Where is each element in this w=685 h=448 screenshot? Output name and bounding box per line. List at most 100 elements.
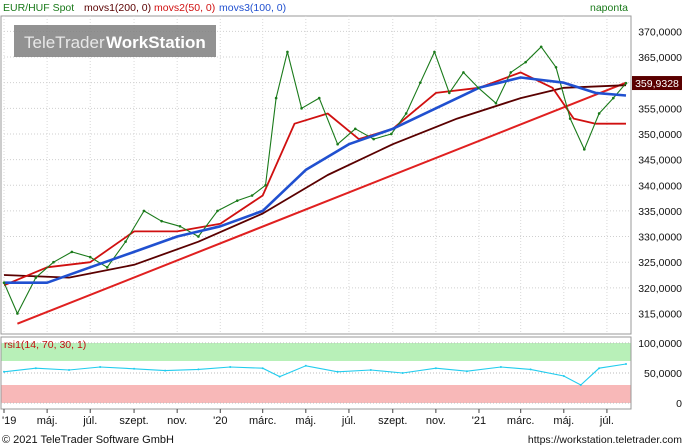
price-point: [419, 81, 422, 84]
price-point: [52, 260, 55, 264]
rsi-point: [99, 366, 102, 368]
price-point: [2, 281, 6, 285]
price-point: [264, 183, 267, 187]
x-tick-label: '20: [213, 415, 227, 427]
y-tick-label: 345,0000: [638, 155, 682, 167]
rsi-point: [369, 369, 372, 371]
rsi-point: [579, 384, 582, 386]
header-bar: [0, 0, 685, 15]
rsi-point: [401, 372, 404, 374]
trendline: [17, 81, 627, 325]
rsi-point: [598, 367, 601, 370]
rsi-point: [164, 369, 167, 372]
price-point: [286, 50, 289, 54]
rsi-y-tick-label: 50,0000: [644, 368, 682, 380]
legend-movs3: movs3(100, 0): [219, 2, 286, 14]
x-tick-label: máj.: [295, 415, 316, 427]
price-point: [250, 194, 254, 197]
movs2-line: [3, 71, 626, 287]
price-point: [70, 250, 74, 254]
x-tick-label: márc.: [249, 415, 277, 427]
rsi-point: [3, 370, 5, 373]
x-tick-label: júl.: [599, 415, 614, 427]
rsi-point: [434, 367, 437, 370]
price-point: [178, 224, 182, 228]
footer-url: https://workstation.teletrader.com: [528, 434, 682, 446]
watermark: TeleTrader WorkStation: [14, 25, 216, 57]
rsi-layer: [3, 363, 627, 386]
x-tick-label: szept.: [378, 415, 407, 427]
price-line: [3, 46, 627, 315]
rsi-point: [261, 367, 264, 370]
price-point: [624, 81, 628, 85]
price-point: [568, 117, 572, 120]
last-value-box: [632, 76, 682, 91]
footer-copyright: © 2021 TeleTrader Software GmbH: [2, 434, 174, 446]
x-axis: '19 máj. júl. szept. nov. '20 márc. máj. júl. sze…: [2, 409, 614, 427]
legend-movs1: movs1(200, 0): [84, 2, 151, 14]
price-point: [197, 235, 200, 238]
y-tick-label: 340,0000: [638, 180, 682, 192]
y-tick-label: 315,0000: [638, 308, 682, 320]
price-point: [34, 276, 38, 279]
price-point: [235, 199, 239, 202]
price-point: [524, 60, 527, 64]
rsi-point: [197, 368, 200, 371]
rsi-point: [68, 369, 71, 371]
y-tick-label: 325,0000: [638, 257, 682, 269]
price-point: [336, 142, 339, 146]
watermark-box: [14, 25, 216, 57]
rsi-y-tick-label: 0: [676, 398, 682, 410]
rsi-oversold-band: [1, 385, 631, 403]
price-point: [390, 132, 393, 136]
x-tick-label: máj.: [37, 415, 58, 427]
watermark-right: WorkStation: [106, 33, 206, 52]
legend-symbol: EUR/HUF Spot: [3, 2, 74, 14]
rsi-y-tick-label: 100,0000: [638, 338, 682, 350]
x-tick-label: márc.: [507, 415, 535, 427]
price-point: [582, 148, 586, 151]
rsi-point: [499, 366, 502, 368]
price-point: [160, 219, 163, 223]
price-point: [476, 86, 480, 90]
rsi-point: [336, 370, 339, 373]
y-axis: 315,0000 320,0000 325,0000 330,0000 335,0000…: [632, 26, 682, 410]
price-point: [597, 112, 601, 115]
price-point: [353, 127, 357, 131]
last-value-label: 359,9328: [635, 78, 679, 90]
price-point: [300, 107, 303, 110]
y-tick-label: 335,0000: [638, 206, 682, 218]
x-tick-label: júl.: [341, 415, 356, 427]
price-point: [509, 71, 513, 74]
price-point: [494, 101, 498, 105]
rsi-point: [133, 367, 136, 370]
price-point: [433, 50, 436, 54]
movs1-line: [3, 84, 627, 279]
y-tick-label: 370,0000: [638, 26, 682, 38]
watermark-left: TeleTrader: [24, 33, 105, 52]
y-tick-label: 320,0000: [638, 283, 682, 295]
rsi-bands: [1, 343, 631, 403]
price-point: [216, 209, 219, 213]
rsi-gridlines: [1, 342, 631, 404]
price-point: [447, 91, 451, 95]
movs3-line: [4, 76, 627, 285]
legend-movs2: movs2(50, 0): [154, 2, 215, 14]
price-point: [142, 209, 146, 213]
rsi-overbought-band: [1, 343, 631, 361]
rsi-point: [278, 375, 281, 378]
rsi-point: [562, 375, 565, 377]
x-tick-label: nov.: [167, 415, 187, 427]
price-point: [16, 312, 19, 315]
price-point: [317, 96, 321, 100]
rsi-point: [465, 370, 468, 373]
price-point: [554, 65, 558, 69]
rsi-point: [229, 366, 232, 368]
price-point: [274, 96, 278, 100]
price-point: [105, 266, 109, 269]
x-tick-label: máj.: [553, 415, 574, 427]
y-tick-label: 355,0000: [638, 103, 682, 115]
period-label: naponta: [590, 2, 628, 14]
x-tick-label: szept.: [119, 415, 148, 427]
